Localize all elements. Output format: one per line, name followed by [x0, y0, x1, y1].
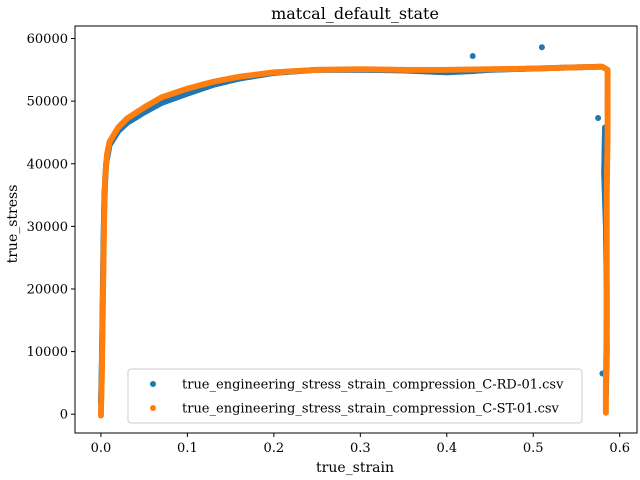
plot-frame [74, 25, 638, 434]
y-tick-label: 0 [60, 408, 68, 423]
series-0 [97, 44, 610, 406]
y-axis-label: true_stress [5, 185, 21, 264]
legend-box [127, 368, 583, 424]
legend-item: true_engineering_stress_strain_compressi… [150, 402, 560, 417]
x-tick-label: 0.1 [177, 441, 198, 456]
series-1 [97, 63, 611, 419]
data-point [538, 44, 545, 51]
y-tick-label: 30000 [27, 220, 68, 235]
y-tick-label: 40000 [27, 157, 68, 172]
x-tick-label: 0.4 [436, 441, 457, 456]
x-tick-label: 0.3 [350, 441, 371, 456]
x-axis: 0.0 0.1 0.2 0.3 0.4 0.5 0.6 [91, 433, 630, 456]
y-tick-label: 10000 [27, 345, 68, 360]
legend: true_engineering_stress_strain_compressi… [127, 368, 583, 424]
legend-label: true_engineering_stress_strain_compressi… [182, 402, 560, 417]
legend-marker [150, 381, 156, 387]
x-axis-label: true_strain [316, 460, 394, 476]
x-tick-label: 0.0 [91, 441, 112, 456]
data-point [469, 53, 476, 60]
legend-marker [150, 405, 156, 411]
x-tick-label: 0.2 [264, 441, 285, 456]
chart-title: matcal_default_state [271, 4, 439, 23]
y-tick-label: 60000 [27, 32, 68, 47]
y-tick-label: 50000 [27, 95, 68, 110]
legend-label: true_engineering_stress_strain_compressi… [182, 378, 564, 393]
x-tick-label: 0.5 [523, 441, 544, 456]
plot-area [97, 44, 611, 419]
legend-item: true_engineering_stress_strain_compressi… [150, 378, 564, 393]
x-tick-label: 0.6 [609, 441, 630, 456]
y-tick-label: 20000 [27, 282, 68, 297]
data-point [602, 409, 609, 416]
y-axis: 0 10000 20000 30000 40000 50000 60000 [27, 32, 75, 423]
data-point [595, 115, 602, 122]
